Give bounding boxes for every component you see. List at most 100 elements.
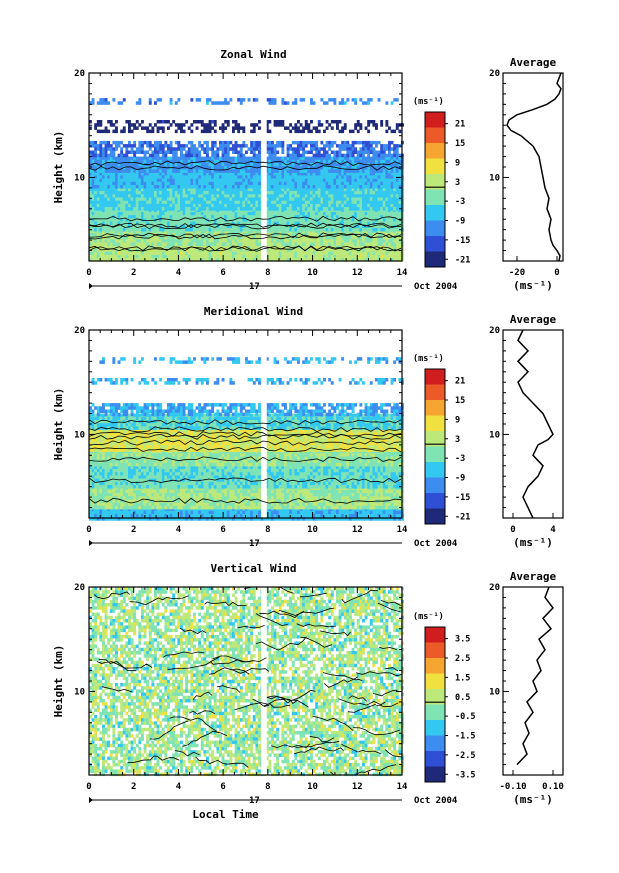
- heatmap-cell: [349, 228, 352, 232]
- heatmap-cell: [385, 251, 389, 256]
- heatmap-cell: [177, 163, 181, 167]
- heatmap-cell: [367, 120, 371, 124]
- heatmap-cell: [216, 187, 220, 192]
- heatmap-cell: [380, 200, 384, 205]
- heatmap-cell: [354, 147, 358, 151]
- heatmap-cell: [388, 126, 391, 130]
- heatmap-cell: [328, 228, 332, 232]
- heatmap-cell: [99, 191, 103, 195]
- heatmap-cell: [299, 166, 303, 170]
- heatmap-cell: [242, 239, 246, 243]
- heatmap-cell: [364, 194, 368, 198]
- heatmap-cell: [289, 185, 293, 189]
- heatmap-cell: [393, 178, 397, 183]
- heatmap-cell: [195, 120, 199, 124]
- heatmap-cell: [354, 169, 358, 173]
- heatmap-cell: [203, 228, 207, 232]
- heatmap-cell: [330, 224, 334, 229]
- heatmap-cell: [219, 224, 222, 229]
- heatmap-cell: [219, 203, 222, 208]
- heatmap-cell: [138, 221, 142, 226]
- heatmap-cell: [297, 166, 300, 170]
- heatmap-cell: [385, 156, 389, 161]
- heatmap-cell: [185, 207, 189, 211]
- heatmap-cell: [325, 224, 329, 229]
- heatmap-cell: [143, 200, 147, 205]
- heatmap-cell: [224, 242, 228, 246]
- heatmap-cell: [364, 248, 368, 252]
- heatmap-cell: [239, 156, 243, 161]
- heatmap-cell: [195, 242, 199, 246]
- heatmap-cell: [190, 224, 194, 229]
- heatmap-cell: [351, 251, 355, 256]
- heatmap-cell: [120, 181, 124, 186]
- heatmap-cell: [224, 185, 228, 189]
- heatmap-cell: [216, 221, 220, 226]
- heatmap-cell: [138, 175, 142, 179]
- heatmap-cell: [167, 175, 170, 179]
- heatmap-cell: [341, 218, 345, 222]
- heatmap-cell: [242, 197, 246, 201]
- heatmap-cell: [229, 163, 233, 167]
- heatmap-cell: [226, 248, 230, 252]
- heatmap-cell: [385, 147, 389, 151]
- heatmap-cell: [325, 185, 329, 189]
- heatmap-cell: [148, 191, 152, 195]
- heatmap-cell: [91, 203, 95, 208]
- heatmap-cell: [294, 98, 298, 102]
- heatmap-cell: [221, 150, 225, 154]
- heatmap-cell: [229, 215, 233, 219]
- heatmap-cell: [294, 254, 298, 259]
- heatmap-cell: [138, 191, 142, 195]
- colorbar-segment: [425, 112, 445, 128]
- heatmap-cell: [255, 197, 259, 201]
- heatmap-cell: [398, 129, 402, 134]
- heatmap-cell: [333, 101, 337, 105]
- heatmap-cell: [239, 207, 243, 211]
- heatmap-cell: [125, 159, 129, 164]
- heatmap-cell: [393, 232, 397, 237]
- heatmap-cell: [112, 185, 116, 189]
- heatmap-cell: [112, 239, 116, 243]
- heatmap-cell: [247, 163, 251, 167]
- heatmap-cell: [224, 101, 228, 105]
- heatmap-cell: [237, 126, 241, 130]
- heatmap-cell: [341, 129, 345, 134]
- heatmap-cell: [226, 178, 230, 183]
- heatmap-cell: [180, 147, 183, 151]
- heatmap-cell: [362, 101, 365, 105]
- heatmap-cell: [271, 254, 274, 259]
- heatmap-cell: [294, 194, 298, 198]
- heatmap-cell: [356, 239, 360, 243]
- heatmap-cell: [349, 239, 352, 243]
- heatmap-cell: [167, 218, 170, 222]
- heatmap-cell: [281, 207, 285, 211]
- heatmap-cell: [255, 169, 259, 173]
- heatmap-cell: [286, 248, 290, 252]
- heatmap-cell: [297, 191, 300, 195]
- heatmap-cell: [273, 242, 277, 246]
- heatmap-cell: [310, 120, 313, 124]
- heatmap-cell: [135, 218, 139, 222]
- heatmap-cell: [164, 212, 168, 216]
- heatmap-cell: [338, 207, 342, 211]
- heatmap-cell: [398, 181, 402, 186]
- heatmap-cell: [258, 221, 261, 226]
- heatmap-cell: [221, 232, 225, 237]
- heatmap-cell: [206, 153, 209, 158]
- heatmap-cell: [325, 140, 329, 145]
- heatmap-cell: [180, 126, 183, 130]
- heatmap-cell: [265, 163, 269, 167]
- heatmap-cell: [338, 185, 342, 189]
- heatmap-cell: [193, 120, 196, 124]
- heatmap-cell: [159, 212, 163, 216]
- heatmap-cell: [359, 200, 363, 205]
- heatmap-cell: [252, 258, 256, 262]
- heatmap-cell: [343, 187, 347, 192]
- heatmap-cell: [135, 181, 139, 186]
- heatmap-cell: [367, 101, 371, 105]
- heatmap-cell: [107, 248, 111, 252]
- heatmap-cell: [369, 169, 373, 173]
- heatmap-cell: [193, 197, 196, 201]
- heatmap-cell: [211, 200, 215, 205]
